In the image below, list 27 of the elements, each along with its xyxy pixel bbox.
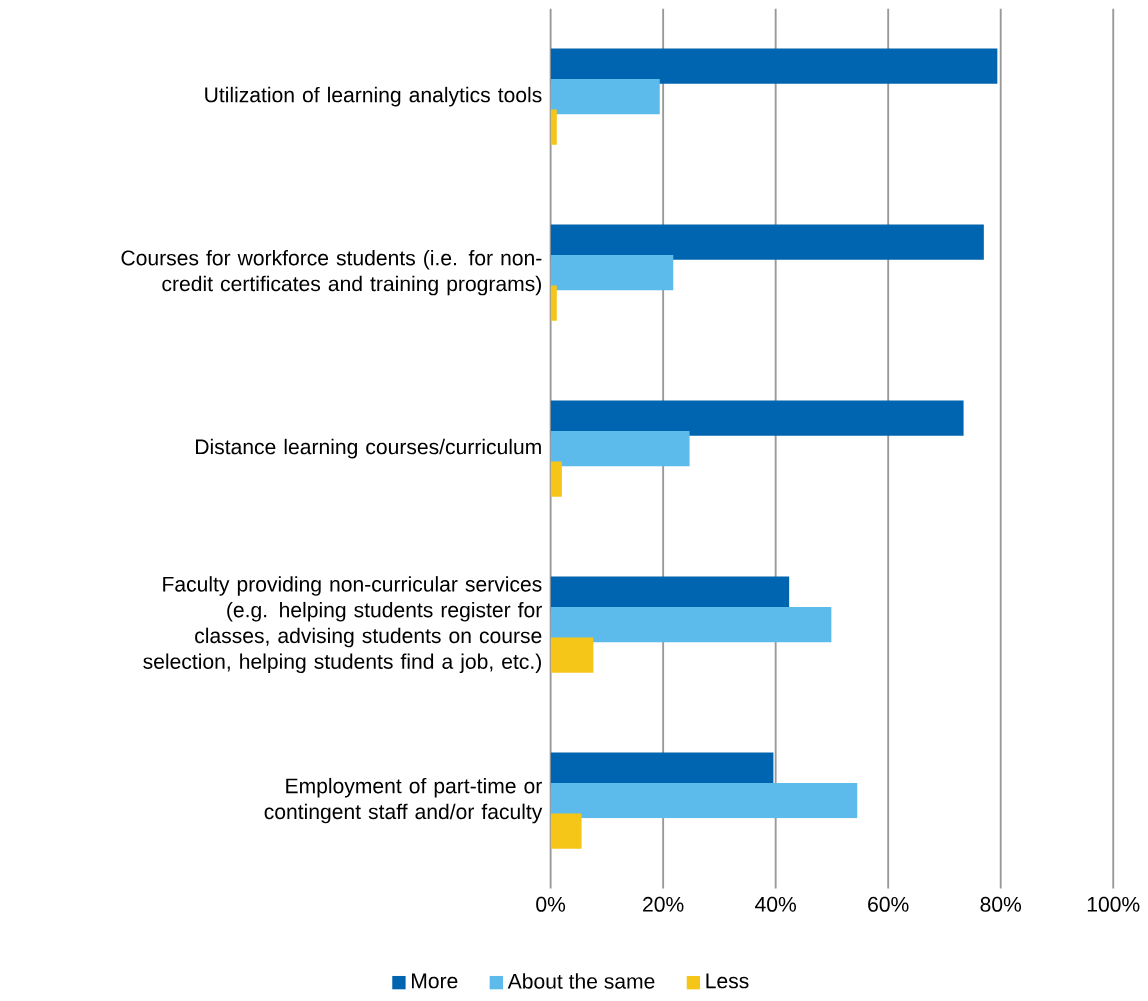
y-tick-label: Distance learning courses/curriculum: [196, 438, 541, 459]
bar: [550, 285, 557, 321]
x-tick-label: 20%: [643, 896, 684, 912]
y-tick-label: Courses for workforce students (i.e. for non-credit certificates and training programs): [121, 249, 542, 296]
bar: [550, 224, 984, 260]
x-tick-label: 100%: [1087, 896, 1140, 912]
bar: [550, 430, 690, 467]
legend-label: About the same: [507, 973, 655, 989]
bar: [550, 637, 594, 673]
x-tick-label: 60%: [868, 896, 909, 912]
bar: [550, 813, 582, 849]
y-tick-label: Employment of part-time or contingent staff and/or faculty: [264, 777, 543, 824]
bar: [550, 461, 562, 497]
x-tick-label: 80%: [980, 896, 1022, 912]
y-tick-label: Faculty providing non-curricular services (e.g. helping students register for classes, advising students on course selection, helping students find a job, etc.): [143, 575, 542, 673]
legend-label: Less: [706, 973, 749, 989]
bar: [550, 48, 998, 84]
bar: [550, 109, 557, 145]
x-tick-label: 0%: [536, 896, 566, 912]
bar: [550, 254, 674, 291]
bar: [550, 782, 858, 819]
legend-label: More: [412, 973, 458, 989]
x-tick-label: 40%: [755, 896, 797, 912]
bar: [550, 606, 832, 643]
y-tick-label: Utilization of learning analytics tools: [205, 86, 542, 107]
bar: [550, 400, 964, 436]
bar: [550, 78, 660, 115]
